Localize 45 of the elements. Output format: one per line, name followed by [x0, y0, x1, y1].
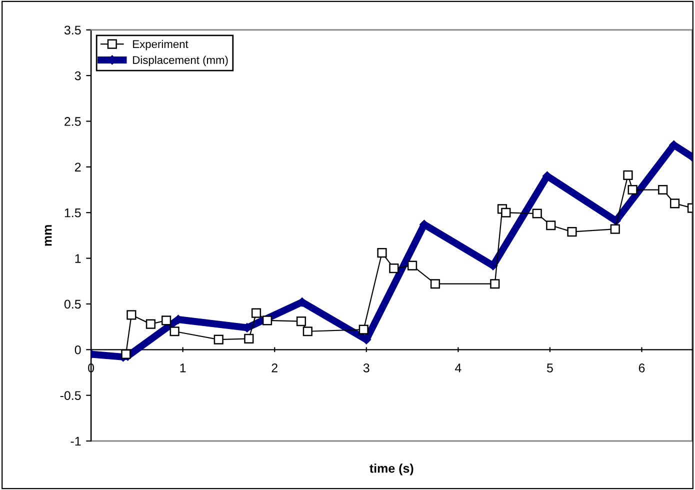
point — [126, 310, 136, 320]
y-tick-label: 2.5 — [64, 117, 81, 126]
point — [567, 227, 577, 237]
point — [407, 260, 418, 270]
point — [490, 279, 500, 289]
x-axis-title: time (s) — [370, 464, 414, 476]
point — [146, 319, 156, 329]
point — [262, 316, 272, 326]
legend-label: Experiment — [133, 40, 188, 50]
point — [302, 326, 312, 336]
y-tick-label: -1 — [70, 436, 81, 446]
point — [670, 198, 680, 208]
point — [251, 308, 262, 318]
y-tick-label: 3.5 — [64, 26, 81, 35]
point — [296, 316, 306, 326]
point — [170, 326, 180, 336]
x-tick-label: 1 — [180, 364, 186, 372]
point — [244, 334, 254, 344]
point — [430, 279, 440, 289]
point — [214, 334, 224, 344]
y-tick-label: 2 — [75, 162, 81, 172]
point — [628, 184, 638, 195]
point — [389, 264, 399, 274]
y-tick-label: 3 — [74, 71, 81, 80]
x-tick-label: 5 — [546, 364, 553, 372]
point — [358, 324, 368, 334]
y-tick-label: 1 — [75, 254, 81, 263]
x-tick-label: 2 — [272, 364, 278, 372]
x-tick-label: 3 — [363, 364, 370, 372]
point — [162, 316, 172, 326]
point — [623, 170, 633, 180]
x-tick-label: 6 — [638, 364, 645, 372]
point — [377, 248, 387, 258]
point — [501, 208, 511, 218]
y-tick-label: 0 — [74, 345, 81, 354]
y-tick-label: 0.5 — [64, 300, 81, 309]
point — [532, 208, 542, 218]
point — [658, 184, 668, 195]
y-tick-label: 1.5 — [64, 208, 81, 218]
legend-label: Displacement (mm) — [133, 56, 228, 66]
y-axis-title: mm — [44, 225, 52, 246]
point — [610, 224, 620, 234]
y-tick-label: -0.5 — [60, 391, 81, 400]
x-tick-label: 4 — [454, 364, 462, 372]
point — [546, 220, 556, 230]
